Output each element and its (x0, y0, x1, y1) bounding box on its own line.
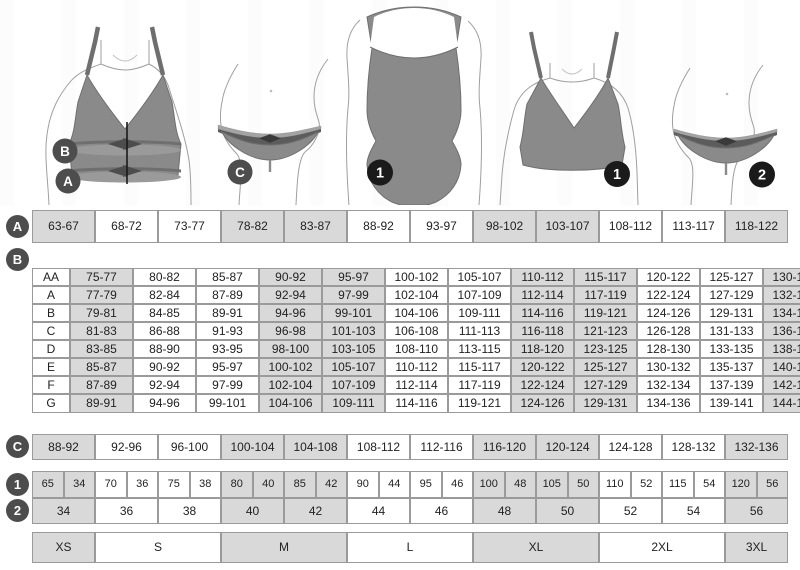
svg-text:2: 2 (758, 168, 766, 184)
svg-text:1: 1 (376, 166, 384, 182)
svg-text:A: A (63, 174, 73, 189)
svg-text:C: C (235, 165, 245, 180)
svg-text:B: B (60, 144, 70, 159)
svg-text:1: 1 (613, 167, 621, 183)
